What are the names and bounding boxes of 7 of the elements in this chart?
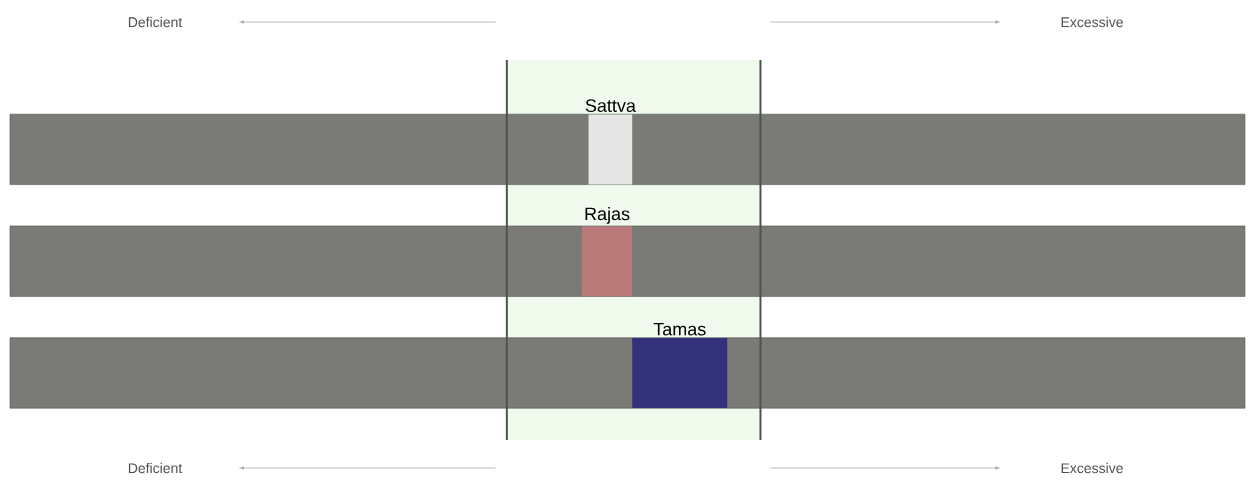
text: Deficient: [128, 16, 183, 28]
y-tick-label: Tamas: [653, 322, 706, 336]
y-tick-label: Rajas: [585, 206, 630, 224]
text: Excessive: [1061, 462, 1123, 474]
text: Excessive: [1061, 16, 1123, 28]
y-tick-label: Sattva: [585, 99, 636, 113]
text: Deficient: [128, 462, 183, 474]
